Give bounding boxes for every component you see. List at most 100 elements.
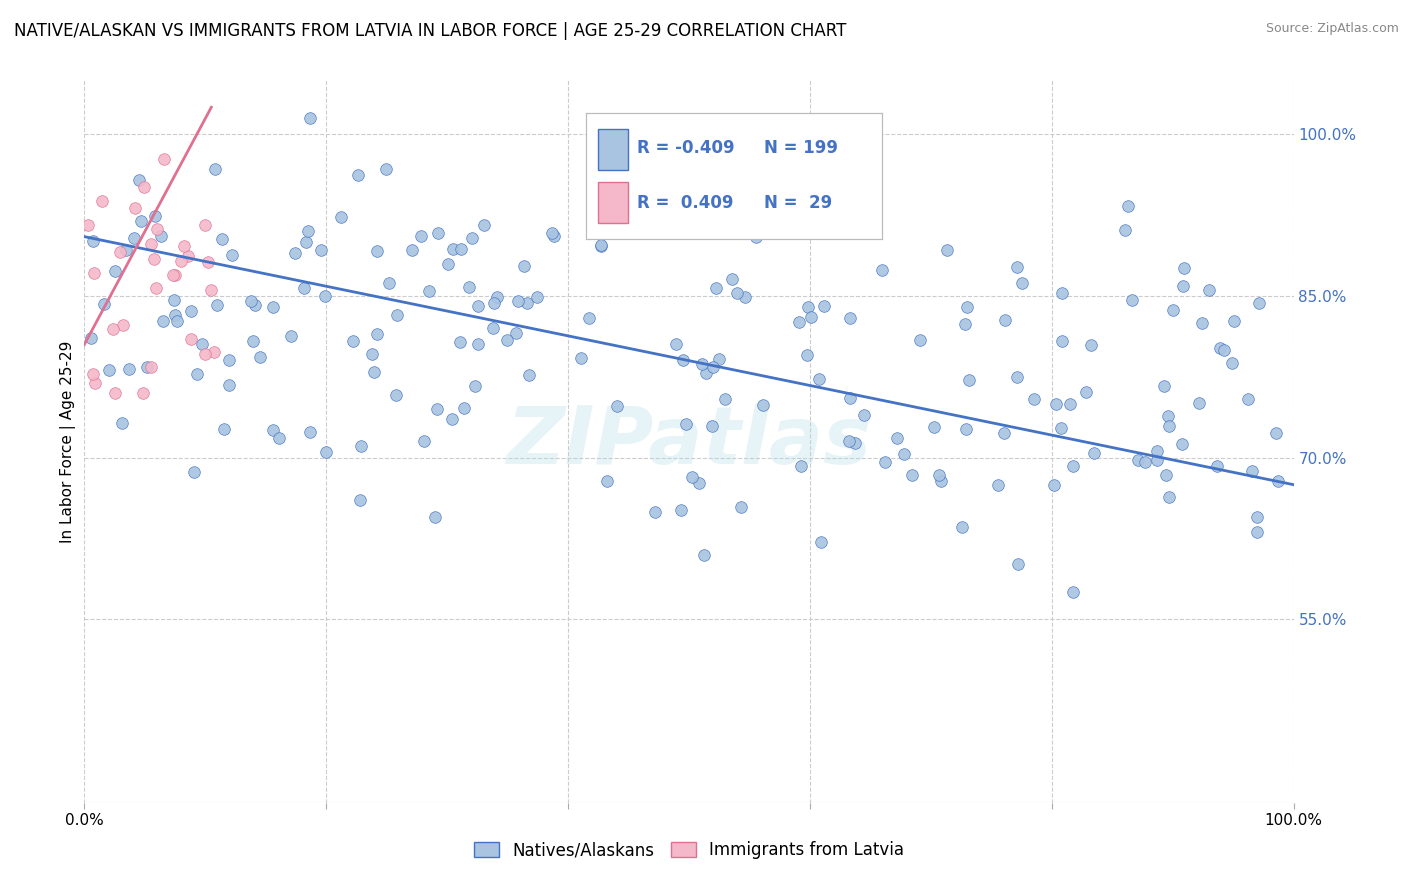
Point (93, 297, 115, 311)
Point (457, 279, 479, 293)
Point (1050, 334, 1073, 349)
Point (207, 298, 229, 312)
Point (295, 235, 318, 250)
Point (437, 257, 460, 271)
Point (280, 329, 302, 343)
Point (713, 392, 735, 407)
Point (387, 309, 409, 323)
Point (134, 180, 156, 194)
Point (827, 215, 849, 229)
Point (690, 357, 713, 371)
Point (298, 425, 321, 439)
Point (1159, 419, 1181, 434)
Point (695, 367, 717, 381)
Point (1156, 468, 1178, 483)
Point (517, 368, 540, 382)
Point (838, 434, 860, 448)
Point (124, 201, 146, 215)
Point (239, 294, 262, 309)
Point (269, 431, 291, 445)
Point (853, 409, 876, 423)
Point (1049, 421, 1071, 435)
Point (411, 228, 433, 243)
Point (349, 492, 371, 507)
Point (1146, 453, 1168, 467)
Legend: Natives/Alaskans, Immigrants from Latvia: Natives/Alaskans, Immigrants from Latvia (474, 841, 904, 860)
Point (243, 298, 266, 312)
Point (366, 244, 388, 259)
Point (513, 259, 536, 273)
Point (139, 359, 162, 374)
Point (484, 296, 506, 310)
Point (1050, 285, 1073, 300)
Point (145, 280, 167, 294)
Point (1043, 478, 1066, 492)
Point (242, 334, 264, 348)
Point (1159, 490, 1181, 504)
Point (928, 468, 950, 483)
Point (218, 378, 240, 392)
Point (796, 348, 818, 362)
Point (129, 213, 152, 227)
Bar (598, 182, 627, 223)
Point (150, 229, 173, 244)
Point (1153, 378, 1175, 392)
Point (1135, 455, 1157, 469)
Point (111, 318, 134, 332)
Text: N = 199: N = 199 (763, 139, 838, 157)
Point (644, 506, 666, 520)
Point (426, 226, 449, 240)
Point (453, 401, 475, 415)
Point (1045, 397, 1067, 411)
Point (578, 311, 600, 326)
Point (1011, 276, 1033, 290)
Point (993, 426, 1015, 441)
Point (1126, 452, 1149, 467)
Point (875, 455, 897, 469)
Point (526, 290, 548, 304)
Point (131, 386, 153, 401)
Point (595, 474, 617, 488)
Point (214, 422, 236, 436)
Point (1246, 509, 1268, 524)
Point (83, 376, 105, 390)
Point (180, 332, 202, 346)
Point (1206, 458, 1229, 473)
Point (730, 500, 752, 514)
Point (82, 234, 104, 248)
Text: N =  29: N = 29 (763, 194, 832, 211)
Point (101, 321, 124, 335)
Point (467, 337, 489, 351)
Point (108, 244, 131, 259)
Point (734, 290, 756, 304)
Point (839, 210, 862, 224)
Point (797, 300, 820, 314)
Text: R =  0.409: R = 0.409 (637, 194, 733, 211)
Point (692, 548, 714, 562)
Point (935, 243, 957, 257)
Point (924, 420, 946, 434)
Point (82, 367, 104, 381)
Point (342, 334, 364, 348)
Point (1191, 317, 1213, 331)
Point (1240, 464, 1263, 478)
Point (363, 365, 385, 379)
Text: NATIVE/ALASKAN VS IMMIGRANTS FROM LATVIA IN LABOR FORCE | AGE 25-29 CORRELATION : NATIVE/ALASKAN VS IMMIGRANTS FROM LATVIA… (14, 22, 846, 40)
Point (543, 228, 565, 243)
Text: R = -0.409: R = -0.409 (637, 139, 734, 157)
Point (591, 239, 613, 253)
Point (1116, 199, 1139, 213)
Point (401, 243, 423, 257)
Point (842, 217, 865, 231)
Point (292, 281, 315, 295)
Point (481, 321, 503, 335)
Point (194, 347, 217, 361)
Point (1171, 437, 1194, 451)
Point (893, 447, 915, 461)
Point (118, 361, 141, 376)
Point (122, 231, 145, 245)
Point (725, 286, 748, 301)
Point (191, 337, 214, 351)
Point (672, 352, 695, 367)
Point (700, 419, 723, 434)
